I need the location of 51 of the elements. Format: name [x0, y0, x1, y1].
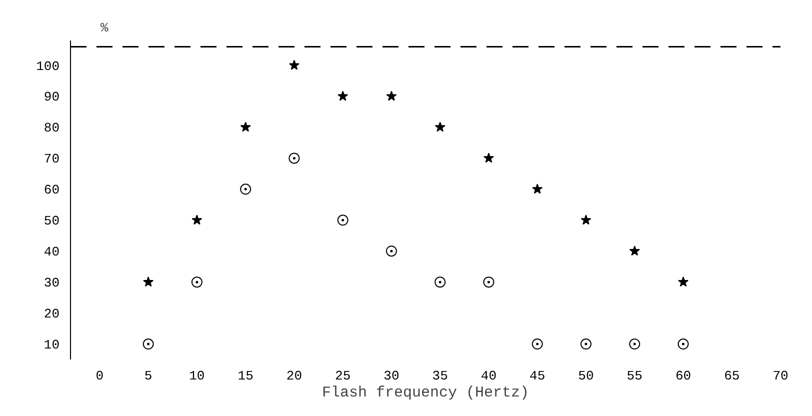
x-tick-label: 15: [238, 368, 254, 384]
point: [386, 246, 397, 257]
point: [629, 338, 640, 350]
point: [629, 246, 640, 256]
x-tick-label: 50: [578, 368, 594, 384]
point: [240, 184, 252, 195]
point: [434, 276, 446, 288]
y-tick-label: 50: [44, 214, 60, 229]
x-tick-label: 0: [96, 368, 104, 384]
point: [580, 338, 592, 350]
x-tick-label: 5: [144, 368, 152, 384]
y-tick-label: 100: [36, 58, 60, 74]
y-tick-label: 20: [44, 306, 60, 322]
point: [192, 214, 202, 225]
point: [386, 90, 397, 101]
x-tick-label: 70: [772, 368, 788, 384]
x-tick-label: 45: [530, 368, 546, 384]
point: [288, 152, 300, 164]
point: [338, 90, 348, 101]
x-tick-label: 40: [480, 368, 497, 384]
point: [142, 338, 154, 350]
y-tick-label: 80: [44, 120, 60, 136]
x-axis-title: Flash frequency (Hertz): [322, 384, 530, 402]
x-tick-label: 65: [724, 368, 740, 384]
point: [337, 214, 348, 226]
point: [678, 276, 688, 287]
x-tick-label: 35: [432, 368, 448, 384]
y-tick-label: 70: [44, 152, 60, 167]
x-tick-label: 10: [189, 368, 205, 384]
x-tick-label: 20: [286, 368, 302, 384]
y-tick-label: 30: [44, 276, 60, 291]
y-tick-label: 10: [44, 338, 60, 353]
point: [483, 276, 494, 288]
point: [483, 152, 494, 163]
x-tick-label: 25: [335, 368, 351, 384]
y-axis-title: %: [100, 20, 108, 36]
point: [580, 214, 592, 225]
x-tick-label: 60: [675, 368, 692, 384]
x-tick-label: 30: [384, 368, 400, 384]
point: [288, 60, 300, 70]
point: [532, 184, 543, 194]
x-tick-label: 55: [626, 368, 642, 384]
point: [678, 338, 689, 350]
point: [532, 338, 543, 350]
point: [240, 122, 251, 132]
point: [143, 276, 154, 287]
point: [434, 122, 446, 132]
y-tick-label: 90: [44, 90, 60, 105]
y-tick-label: 40: [44, 244, 60, 260]
point: [191, 276, 202, 288]
y-tick-label: 60: [44, 182, 60, 198]
